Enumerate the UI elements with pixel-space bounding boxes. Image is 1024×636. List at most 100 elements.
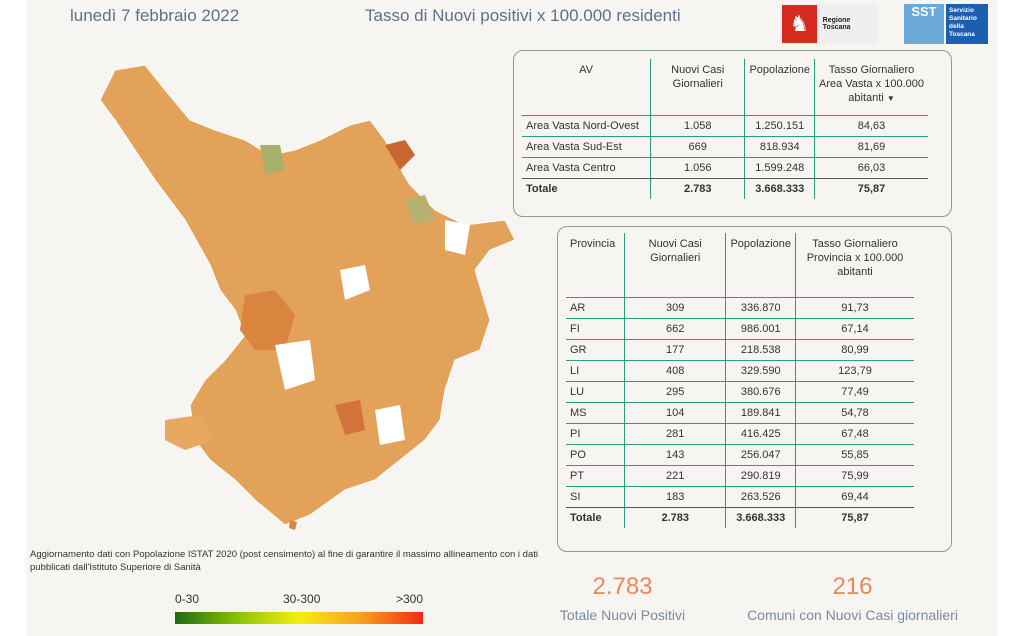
cell: 81,69 xyxy=(814,136,928,158)
total-positives-value: 2.783 xyxy=(592,573,653,600)
col-header[interactable]: AV xyxy=(579,64,593,76)
report-date: lunedì 7 febbraio 2022 xyxy=(70,6,240,25)
comuni-label: Comuni con Nuovi Casi giornalieri xyxy=(747,607,958,623)
cell: 75,87 xyxy=(814,178,928,199)
table-row: SI 183 263.526 69,44 xyxy=(566,486,914,508)
table-row: LU 295 380.676 77,49 xyxy=(566,381,914,403)
cell: 290.819 xyxy=(725,465,796,487)
map-region[interactable] xyxy=(445,220,470,255)
map-region[interactable] xyxy=(260,145,285,175)
comuni-value: 216 xyxy=(832,573,873,600)
cell: 281 xyxy=(623,423,726,445)
cell: 1.599.248 xyxy=(744,157,815,179)
table-row: FI 662 986.001 67,14 xyxy=(566,318,914,340)
cell: PT xyxy=(566,465,625,487)
tuscany-map[interactable] xyxy=(95,60,525,540)
map-region[interactable] xyxy=(289,520,297,530)
cell: 177 xyxy=(623,339,726,361)
cell: 66,03 xyxy=(814,157,928,179)
table-row: GR 177 218.538 80,99 xyxy=(566,339,914,361)
cell: 256.047 xyxy=(725,444,796,466)
cell: 662 xyxy=(623,318,726,340)
cell: Area Vasta Centro xyxy=(522,157,651,179)
map-region[interactable] xyxy=(335,400,365,435)
cell: 75,99 xyxy=(795,465,914,487)
cell: SI xyxy=(566,486,625,508)
cell: Totale xyxy=(522,178,651,199)
cell: 218.538 xyxy=(725,339,796,361)
comuni-card: 216 Comuni con Nuovi Casi giornalieri xyxy=(735,573,970,623)
data-update-note: Aggiornamento dati con Popolazione ISTAT… xyxy=(30,549,538,573)
map-region[interactable] xyxy=(240,290,295,350)
cell: PI xyxy=(566,423,625,445)
cell: 80,99 xyxy=(795,339,914,361)
map-region[interactable] xyxy=(99,64,516,526)
col-header[interactable]: Nuovi Casi Giornalieri xyxy=(649,59,745,116)
cell: 3.668.333 xyxy=(744,178,815,199)
col-header[interactable]: Provincia xyxy=(570,238,616,250)
col-header[interactable]: Tasso Giornaliero Provincia x 100.000 ab… xyxy=(795,233,914,298)
map-region[interactable] xyxy=(275,340,315,390)
cell: AR xyxy=(566,297,625,319)
cell: 1.058 xyxy=(649,115,745,137)
col-header[interactable]: Popolazione xyxy=(725,233,796,298)
cell: 295 xyxy=(623,381,726,403)
cell: 123,79 xyxy=(795,360,914,382)
cell: Totale xyxy=(566,507,625,528)
cell: 69,44 xyxy=(795,486,914,508)
cell: 380.676 xyxy=(725,381,796,403)
table-row: PI 281 416.425 67,48 xyxy=(566,423,914,445)
province-table-panel: Provincia Nuovi Casi Giornalieri Popolaz… xyxy=(557,226,952,552)
cell: 77,49 xyxy=(795,381,914,403)
sort-desc-icon[interactable]: ▼ xyxy=(886,94,895,103)
cell: 183 xyxy=(623,486,726,508)
sst-mark: SST xyxy=(904,4,944,44)
map-region[interactable] xyxy=(165,415,215,450)
sst-text: Servizio Sanitario della Toscana xyxy=(946,4,988,44)
cell: 67,48 xyxy=(795,423,914,445)
av-table: AV Nuovi Casi Giornalieri Popolazione Ta… xyxy=(522,59,928,199)
regione-toscana-logo: ♞ Regione Toscana xyxy=(780,4,878,44)
table-row: PO 143 256.047 55,85 xyxy=(566,444,914,466)
col-header[interactable]: Popolazione xyxy=(744,59,815,116)
legend-high: >300 xyxy=(395,592,423,606)
cell: 189.841 xyxy=(725,402,796,424)
cell: 986.001 xyxy=(725,318,796,340)
cell: 75,87 xyxy=(795,507,914,528)
cell: 263.526 xyxy=(725,486,796,508)
cell: 143 xyxy=(623,444,726,466)
cell: 1.056 xyxy=(649,157,745,179)
cell: LU xyxy=(566,381,625,403)
cell: 329.590 xyxy=(725,360,796,382)
cell: GR xyxy=(566,339,625,361)
cell: 3.668.333 xyxy=(725,507,796,528)
col-header[interactable]: Nuovi Casi Giornalieri xyxy=(623,233,726,298)
cell: LI xyxy=(566,360,625,382)
cell: 818.934 xyxy=(744,136,815,158)
pegasus-icon: ♞ xyxy=(782,5,817,43)
table-row: PT 221 290.819 75,99 xyxy=(566,465,914,487)
table-row: AR 309 336.870 91,73 xyxy=(566,297,914,319)
cell: 336.870 xyxy=(725,297,796,319)
cell: 55,85 xyxy=(795,444,914,466)
cell: 84,63 xyxy=(814,115,928,137)
total-positives-label: Totale Nuovi Positivi xyxy=(559,607,686,623)
map-region[interactable] xyxy=(375,405,405,445)
col-header[interactable]: Tasso Giornaliero Area Vasta x 100.000 a… xyxy=(814,59,928,116)
cell: Area Vasta Nord-Ovest xyxy=(522,115,651,137)
legend-gradient-bar xyxy=(175,612,423,624)
col-header-label: Tasso Giornaliero Area Vasta x 100.000 a… xyxy=(819,64,924,104)
cell: 1.250.151 xyxy=(744,115,815,137)
total-positives-card: 2.783 Totale Nuovi Positivi xyxy=(540,573,705,623)
cell: 221 xyxy=(623,465,726,487)
cell: Area Vasta Sud-Est xyxy=(522,136,651,158)
map-region[interactable] xyxy=(340,265,370,300)
cell: 54,78 xyxy=(795,402,914,424)
cell: 408 xyxy=(623,360,726,382)
table-row: Area Vasta Nord-Ovest 1.058 1.250.151 84,63 xyxy=(522,115,928,137)
map-region[interactable] xyxy=(405,195,435,225)
cell: 309 xyxy=(623,297,726,319)
map-region[interactable] xyxy=(385,140,415,170)
cell: 67,14 xyxy=(795,318,914,340)
cell: MS xyxy=(566,402,625,424)
